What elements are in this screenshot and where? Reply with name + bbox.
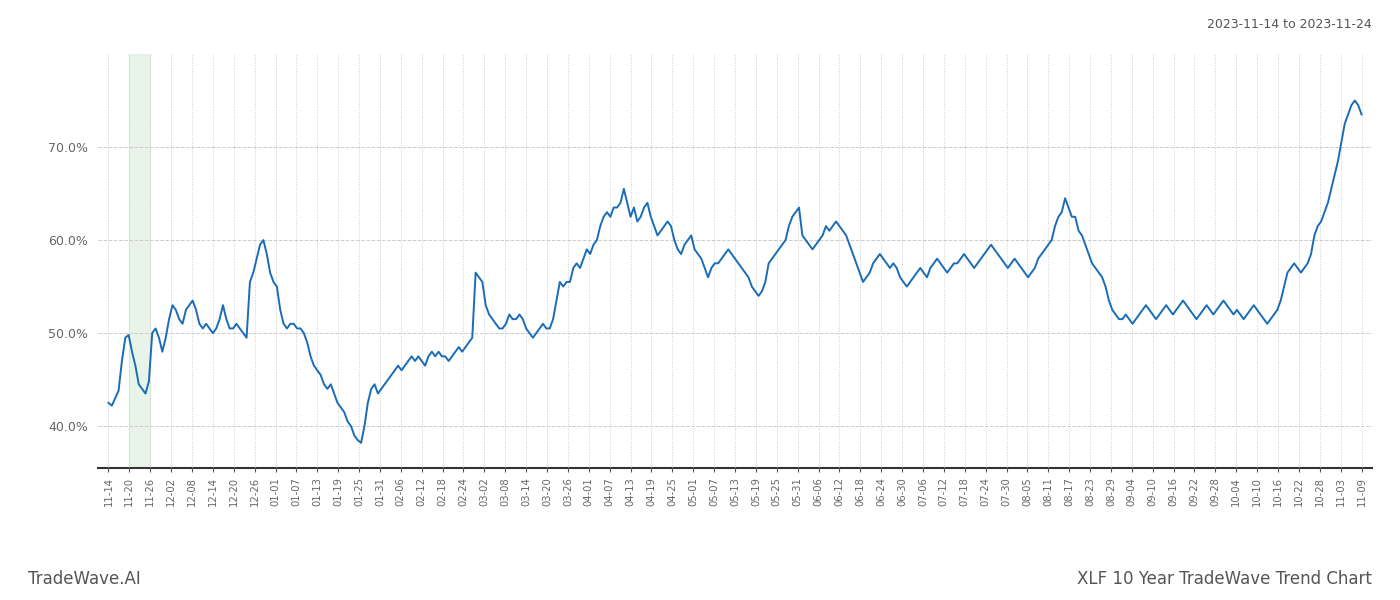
Text: 2023-11-14 to 2023-11-24: 2023-11-14 to 2023-11-24 xyxy=(1207,18,1372,31)
Bar xyxy=(129,54,150,468)
Text: TradeWave.AI: TradeWave.AI xyxy=(28,570,141,588)
Text: XLF 10 Year TradeWave Trend Chart: XLF 10 Year TradeWave Trend Chart xyxy=(1077,570,1372,588)
